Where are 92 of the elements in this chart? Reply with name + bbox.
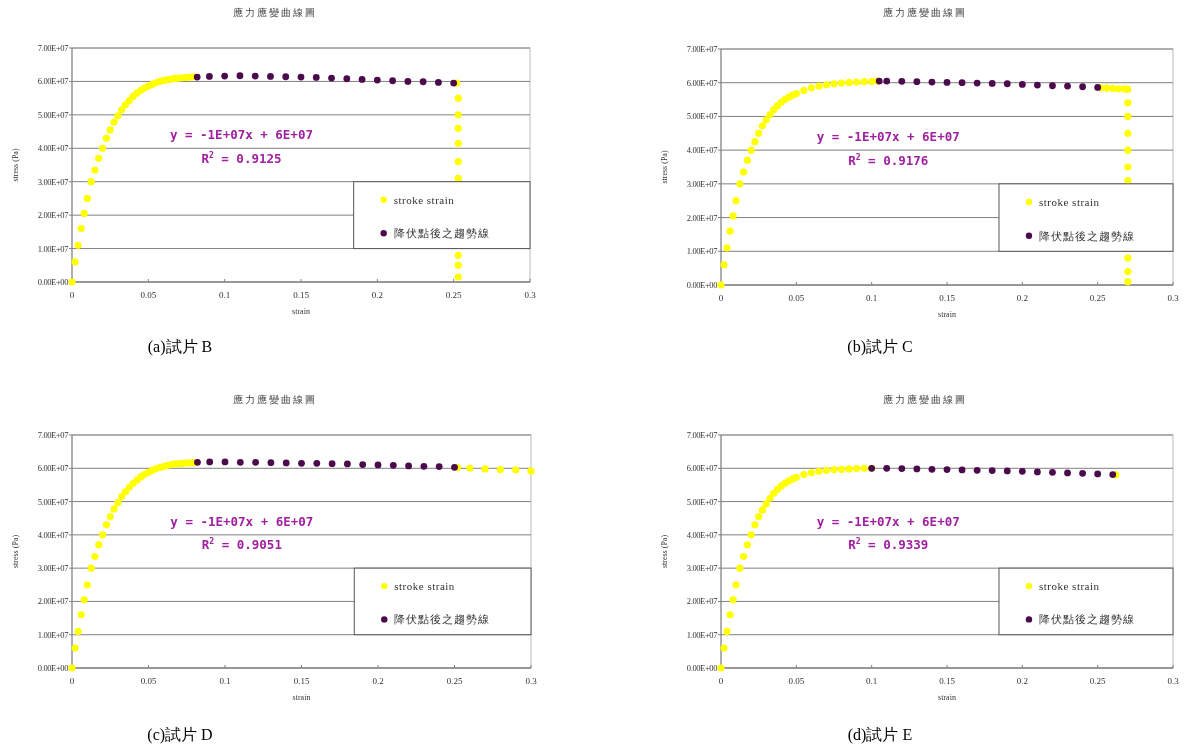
y-axis-title: stress (Pa) (11, 148, 20, 182)
x-tick-label: 0.3 (1167, 676, 1180, 686)
legend-label: 降伏點後之趨勢線 (393, 227, 490, 240)
y-axis-title: stress (Pa) (660, 150, 669, 184)
annotation: y = -1E+07x + 6E+07 (816, 129, 960, 145)
y-tick-label: 3.00E+07 (686, 178, 718, 189)
x-tick-label: 0 (69, 676, 75, 686)
x-tick-label: 0.05 (140, 290, 157, 300)
x-axis-title: strain (292, 693, 311, 702)
x-tick-label: 0.3 (1167, 293, 1180, 303)
x-tick-label: 0.1 (866, 676, 878, 686)
y-tick-label: 4.00E+07 (37, 143, 69, 154)
x-axis-title: strain (938, 693, 956, 702)
y-tick-label: 1.00E+07 (686, 246, 718, 257)
y-tick-label: 1.00E+07 (686, 629, 718, 640)
legend-label: stroke strain (1038, 580, 1100, 593)
x-tick-label: 0.3 (525, 676, 538, 686)
y-tick-label: 5.00E+07 (686, 111, 718, 122)
x-tick-label: 0.2 (372, 676, 384, 686)
x-axis-title: strain (938, 310, 956, 319)
legend-label: 降伏點後之趨勢線 (1038, 613, 1135, 626)
y-tick-label: 6.00E+07 (686, 77, 718, 88)
y-tick-label: 2.00E+07 (686, 596, 718, 607)
x-tick-label: 0.15 (293, 290, 310, 300)
x-tick-label: 0 (718, 293, 724, 303)
x-tick-label: 0.15 (939, 293, 956, 303)
y-tick-label: 7.00E+07 (37, 43, 69, 53)
x-tick-label: 0.15 (293, 676, 310, 686)
x-tick-label: 0.2 (1016, 293, 1028, 303)
y-tick-label: 7.00E+07 (686, 430, 718, 440)
y-tick-label: 3.00E+07 (37, 563, 69, 574)
chart-title: 應力應變曲線圖 (233, 7, 317, 18)
x-tick-label: 0.3 (524, 290, 537, 300)
text: (c)試片 D (147, 726, 213, 744)
text: (d)試片 E (847, 726, 913, 744)
x-tick-label: 0.25 (1089, 293, 1107, 303)
y-tick-label: 7.00E+07 (686, 44, 718, 54)
annotation: R$^{2}$ = 0.9125 (201, 149, 282, 166)
annotation: R$^{2}$ = 0.9339 (848, 536, 929, 553)
y-axis-title: stress (Pa) (660, 534, 669, 569)
y-tick-label: 4.00E+07 (686, 529, 718, 540)
y-tick-label: 0.00E+00 (686, 663, 718, 673)
legend-label: stroke strain (1038, 196, 1100, 209)
chart-title: 應力應變曲線圖 (883, 394, 967, 405)
x-tick-label: 0.05 (140, 676, 157, 686)
annotation: y = -1E+07x + 6E+07 (816, 513, 960, 529)
y-tick-label: 5.00E+07 (37, 496, 69, 507)
y-tick-label: 6.00E+07 (37, 76, 69, 87)
y-tick-label: 5.00E+07 (686, 496, 718, 507)
y-tick-label: 1.00E+07 (37, 629, 69, 640)
annotation: R$^{2}$ = 0.9051 (201, 536, 282, 553)
y-tick-label: 0.00E+00 (37, 663, 69, 673)
x-tick-label: 0 (69, 290, 75, 300)
y-tick-label: 4.00E+07 (686, 145, 718, 156)
y-tick-label: 1.00E+07 (37, 243, 69, 254)
x-tick-label: 0.25 (445, 290, 463, 300)
x-tick-label: 0.1 (219, 676, 231, 686)
y-tick-label: 3.00E+07 (686, 563, 718, 574)
text: (a)試片 B (147, 338, 213, 356)
x-tick-label: 0 (718, 676, 724, 686)
y-tick-label: 2.00E+07 (37, 210, 69, 221)
x-tick-label: 0.2 (371, 290, 383, 300)
x-tick-label: 0.25 (446, 676, 463, 686)
y-axis-title: stress (Pa) (11, 534, 20, 569)
y-tick-label: 3.00E+07 (37, 176, 69, 187)
y-tick-label: 4.00E+07 (37, 529, 69, 540)
y-tick-label: 5.00E+07 (37, 109, 69, 120)
legend-label: stroke strain (394, 580, 455, 593)
y-tick-label: 2.00E+07 (686, 212, 718, 223)
x-tick-label: 0.1 (866, 293, 878, 303)
x-axis-title: strain (292, 307, 310, 316)
y-tick-label: 6.00E+07 (37, 463, 69, 474)
y-tick-label: 7.00E+07 (37, 430, 69, 440)
annotation: y = -1E+07x + 6E+07 (169, 127, 313, 143)
y-tick-label: 2.00E+07 (37, 596, 69, 607)
x-tick-label: 0.05 (788, 676, 805, 686)
chart-title: 應力應變曲線圖 (883, 7, 967, 18)
legend-label: 降伏點後之趨勢線 (394, 613, 491, 626)
x-tick-label: 0.15 (939, 676, 956, 686)
y-tick-label: 6.00E+07 (686, 463, 718, 474)
annotation: R$^{2}$ = 0.9176 (848, 151, 929, 168)
x-tick-label: 0.2 (1016, 676, 1028, 686)
text: (b)試片 C (847, 338, 913, 356)
y-tick-label: 0.00E+00 (686, 280, 718, 290)
y-tick-label: 0.00E+00 (37, 277, 69, 287)
x-tick-label: 0.05 (788, 293, 805, 303)
x-tick-label: 0.1 (219, 290, 231, 300)
x-tick-label: 0.25 (1089, 676, 1107, 686)
legend-label: stroke strain (393, 193, 455, 206)
legend-label: 降伏點後之趨勢線 (1038, 229, 1135, 242)
chart-title: 應力應變曲線圖 (233, 394, 317, 405)
annotation: y = -1E+07x + 6E+07 (170, 513, 314, 529)
